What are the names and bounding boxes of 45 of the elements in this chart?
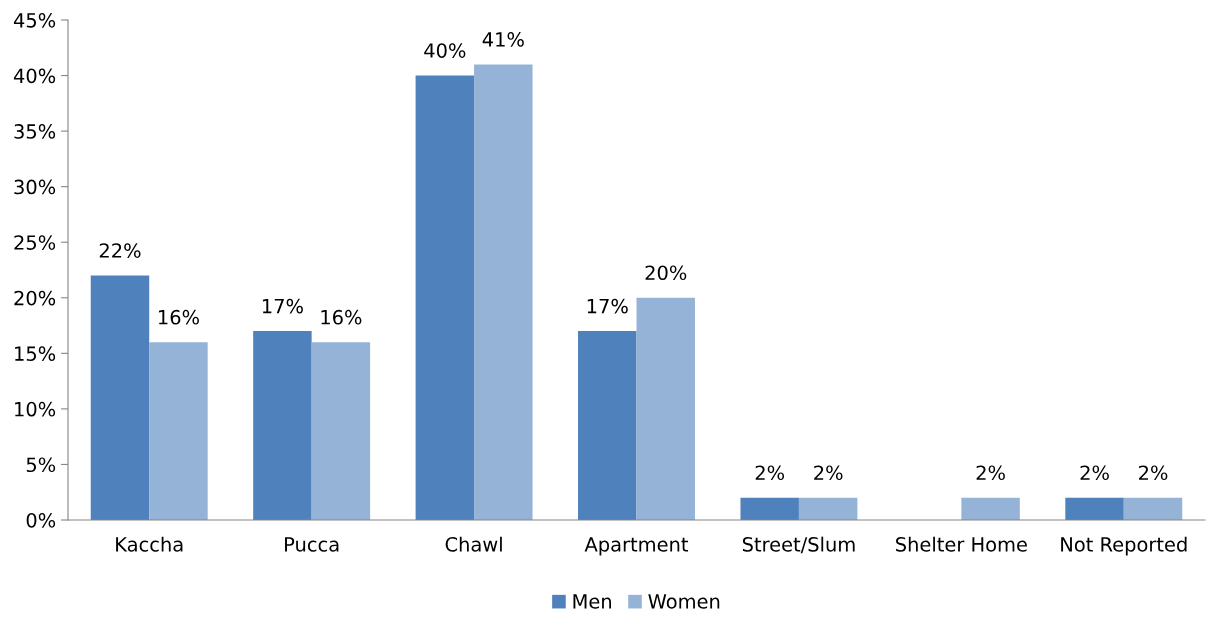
y-tick-label: 15% bbox=[15, 346, 56, 361]
y-tick-label: 10% bbox=[15, 401, 56, 417]
bar bbox=[798, 497, 858, 520]
bar bbox=[311, 342, 371, 520]
x-tick-label: Apartment bbox=[584, 537, 689, 556]
data-label: 2% bbox=[976, 465, 1005, 481]
data-label: 20% bbox=[645, 265, 687, 281]
y-tick-label: 5% bbox=[26, 457, 56, 473]
x-tick-label: Shelter Home bbox=[896, 536, 1027, 552]
bar bbox=[578, 331, 637, 520]
y-tick-label: 25% bbox=[14, 235, 56, 250]
bar bbox=[253, 331, 312, 520]
bar bbox=[961, 497, 1020, 520]
legend-label: Women bbox=[648, 594, 720, 609]
data-label: 17% bbox=[262, 298, 303, 314]
data-label: 2% bbox=[1080, 465, 1109, 481]
y-tick-label: 0% bbox=[26, 512, 56, 528]
data-label: 22% bbox=[99, 243, 141, 258]
data-label: 17% bbox=[587, 298, 628, 314]
data-label: 40% bbox=[424, 43, 466, 58]
data-label: 2% bbox=[814, 465, 843, 481]
bar bbox=[740, 497, 799, 520]
x-tick-label: Chawl bbox=[445, 536, 502, 552]
data-label: 41% bbox=[482, 32, 524, 47]
bar bbox=[474, 64, 533, 520]
y-tick-label: 20% bbox=[14, 290, 56, 306]
y-tick-label: 40% bbox=[13, 68, 56, 84]
data-label: 16% bbox=[158, 309, 199, 325]
data-label: 2% bbox=[1139, 465, 1168, 481]
bar bbox=[1065, 497, 1124, 520]
bar bbox=[636, 297, 695, 520]
bar bbox=[1123, 497, 1183, 520]
legend-label: Men bbox=[573, 594, 611, 609]
data-label: 16% bbox=[321, 309, 362, 325]
x-tick-label: Street/Slum bbox=[742, 536, 855, 554]
x-tick-label: Not Reported bbox=[1061, 536, 1187, 556]
bar bbox=[149, 342, 208, 520]
x-tick-label: Kaccha bbox=[116, 536, 183, 552]
x-tick-label: Pucca bbox=[285, 537, 339, 552]
bar bbox=[90, 275, 150, 520]
y-tick-label: 30% bbox=[14, 179, 56, 195]
data-label: 2% bbox=[755, 465, 785, 481]
y-tick-label: 35% bbox=[14, 124, 56, 139]
bar bbox=[415, 75, 475, 520]
y-tick-label: 45% bbox=[13, 12, 56, 28]
